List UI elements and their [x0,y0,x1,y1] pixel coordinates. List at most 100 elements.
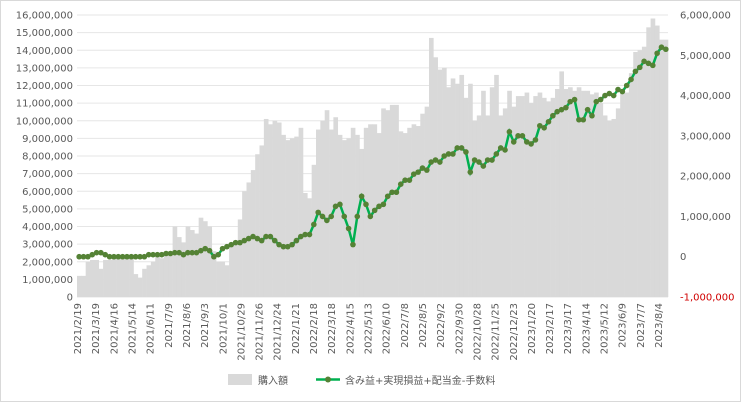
bar [163,252,169,297]
line-point [476,159,482,165]
x-tick-label: 2023/3/17 [563,303,574,354]
bar [81,275,86,297]
legend-label-bar: 購入額 [258,374,288,387]
bar [98,268,104,297]
line-point [315,209,321,216]
x-tick-label: 2021/7/9 [164,303,175,348]
y-left-tick-label: 3,000,000 [22,240,73,251]
line-point [198,247,204,254]
line-point [619,88,626,95]
line-point [510,139,517,145]
bar [602,115,608,298]
bar [402,133,408,297]
bar [376,133,382,297]
line-point [215,251,222,258]
bar [628,73,634,297]
bar [415,126,421,297]
y-left-tick-label: 16,000,000 [16,11,73,22]
line-point [649,62,656,69]
bar [311,164,317,297]
bar [107,259,113,297]
bar [572,90,578,297]
bar [437,69,443,297]
bar [511,106,517,298]
bar [276,122,282,297]
x-tick-label: 2022/10/28 [472,303,483,361]
bar [615,108,621,297]
x-tick-label: 2023/7/7 [636,303,647,348]
line-point [171,249,178,256]
line-point [267,233,274,240]
line-point [528,141,534,147]
bar [194,233,199,297]
line-point [93,249,100,256]
bar [476,115,482,298]
line-point [532,137,539,143]
bar [394,104,399,297]
x-tick-label: 2021/9/3 [200,303,211,348]
bar [624,92,630,297]
y-left-tick-label: 12,000,000 [16,81,73,92]
line-point [480,163,487,169]
bar [90,259,95,297]
line-point [154,251,161,258]
x-tick-label: 2022/9/2 [436,303,447,348]
line-point [610,92,617,99]
y-left-tick-label: 2,000,000 [22,257,73,268]
x-tick-label: 2023/4/14 [581,303,592,354]
line-point [245,235,252,242]
bar [294,136,299,297]
bar [563,89,569,298]
bar [137,277,143,297]
bar [189,230,195,297]
bar [155,256,160,297]
bar [220,261,226,297]
line-point [602,92,608,99]
bar [498,115,504,298]
bar [324,110,330,297]
bar [185,226,191,297]
bar [489,87,495,297]
line-point [211,253,217,260]
line-point [658,44,665,51]
line-point [337,201,343,208]
line-point [441,153,448,159]
line-point [371,207,378,214]
line-point [271,237,278,244]
x-tick-label: 2021/8/6 [182,303,193,348]
line-point [193,249,200,256]
bar [203,221,208,297]
line-point [284,243,291,250]
line-point [463,149,469,155]
bar [211,251,217,297]
line-point [185,249,191,256]
bar [150,261,156,297]
bar [646,27,651,298]
bar [237,219,243,297]
line-point [145,251,152,258]
line-point [458,145,465,151]
bar [411,124,417,298]
x-tick-label: 2021/4/16 [109,303,120,354]
x-tick-label: 2021/6/11 [146,303,157,354]
line-point [523,139,530,145]
line-point [76,253,82,260]
x-tick-label: 2022/6/10 [382,303,393,354]
x-tick-label: 2023/5/12 [600,303,611,354]
x-tick-label: 2021/3/19 [91,303,102,354]
line-point [384,193,391,200]
bar [528,103,534,297]
bar [263,118,269,297]
bar [268,124,273,298]
line-point [250,233,256,240]
x-tick-label: 2021/5/14 [127,303,138,354]
y-left-tick-label: 13,000,000 [16,63,73,74]
y-right-tick-label: 3,000,000 [680,131,731,142]
y-left-tick-label: 14,000,000 [16,46,73,57]
legend-swatch-marker [325,376,331,383]
line-point [432,157,439,163]
line-point [376,203,382,210]
line-point [632,68,639,75]
line-point [493,151,500,157]
line-point [180,251,187,258]
